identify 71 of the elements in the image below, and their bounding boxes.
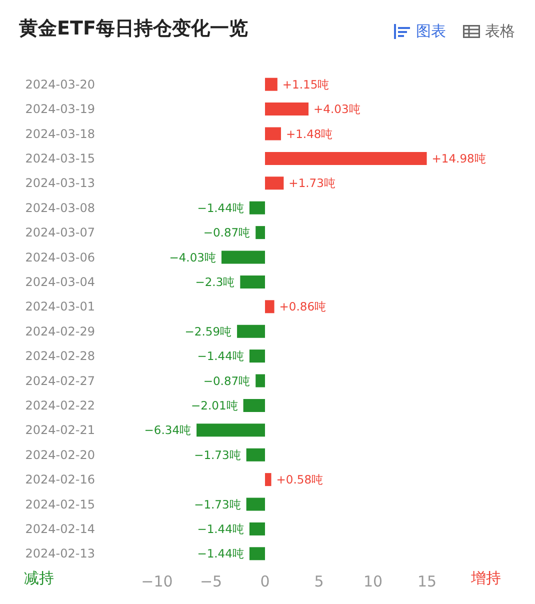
bar (265, 102, 309, 116)
bar (256, 226, 265, 240)
x-tick-label: 15 (417, 572, 437, 590)
data-label: −1.44吨 (197, 200, 244, 215)
bar (246, 498, 265, 511)
bar (256, 374, 265, 388)
y-tick-label: 2024-03-04 (25, 274, 95, 289)
data-label: −1.73吨 (194, 448, 242, 462)
bar (221, 250, 265, 264)
y-tick-label: 2024-03-20 (25, 77, 95, 92)
y-tick-label: 2024-03-15 (25, 151, 95, 166)
x-tick-label: 0 (260, 572, 270, 590)
text: 增持 (471, 569, 501, 588)
data-label: −1.44吨 (197, 349, 244, 364)
data-label: +1.73吨 (288, 176, 336, 190)
data-label: +1.15吨 (282, 77, 330, 92)
data-label: −2.59吨 (184, 324, 232, 338)
y-tick-label: 2024-02-22 (25, 398, 95, 412)
bar (265, 473, 272, 486)
y-tick-label: 2024-03-07 (25, 226, 95, 240)
data-label: −1.44吨 (197, 546, 244, 561)
y-tick-label: 2024-03-08 (25, 200, 95, 215)
data-label: +1.48吨 (286, 126, 334, 141)
y-tick-label: 2024-02-13 (25, 546, 95, 561)
y-tick-label: 2024-02-14 (25, 522, 95, 536)
y-tick-label: 2024-02-27 (25, 374, 95, 388)
data-label: +4.03吨 (314, 102, 361, 116)
data-label: +0.86吨 (279, 300, 327, 314)
bar (249, 522, 265, 536)
y-tick-label: 2024-02-28 (25, 349, 95, 364)
bar (265, 78, 278, 91)
text: 减持 (24, 569, 54, 588)
data-label: −4.03吨 (169, 250, 216, 264)
data-label: −1.44吨 (197, 522, 244, 536)
bar (265, 176, 284, 190)
y-tick-label: 2024-03-19 (25, 102, 95, 116)
bar (249, 547, 265, 560)
y-tick-label: 2024-03-13 (25, 176, 95, 190)
text: 表格 (485, 22, 515, 41)
data-label: −6.34吨 (144, 423, 192, 438)
y-tick-label: 2024-03-18 (25, 126, 95, 141)
bar (246, 448, 265, 462)
y-tick-label: 2024-02-16 (25, 472, 95, 487)
text: 图表 (416, 22, 446, 41)
y-tick-label: 2024-02-20 (25, 448, 95, 462)
data-label: −1.73吨 (194, 497, 242, 512)
bar (243, 398, 265, 412)
data-label: −2.01吨 (191, 398, 238, 412)
bar (237, 324, 265, 338)
data-label: −0.87吨 (203, 226, 251, 240)
x-tick-label: −10 (141, 572, 173, 590)
y-tick-label: 2024-02-29 (25, 324, 95, 338)
x-tick-label: 10 (363, 572, 383, 590)
y-tick-label: 2024-02-15 (25, 497, 95, 512)
bar (196, 424, 265, 437)
y-tick-label: 2024-03-01 (25, 300, 95, 314)
bar (265, 152, 427, 165)
data-label: −0.87吨 (203, 374, 251, 388)
data-label: +0.58吨 (276, 472, 324, 487)
chart-title: 黄金ETF每日持仓变化一览 (18, 18, 248, 40)
x-tick-label: −5 (200, 572, 222, 590)
data-label: −2.3吨 (195, 274, 236, 289)
y-tick-label: 2024-03-06 (25, 250, 95, 264)
x-tick-label: 5 (314, 572, 324, 590)
bar (265, 300, 274, 314)
y-tick-label: 2024-02-21 (25, 423, 95, 438)
bar (240, 275, 265, 288)
data-label: +14.98吨 (432, 151, 486, 166)
bar (249, 201, 265, 214)
bar (249, 350, 265, 363)
bar (265, 127, 281, 140)
